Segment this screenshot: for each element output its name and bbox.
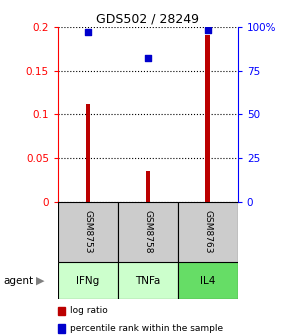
Text: ▶: ▶ xyxy=(37,276,45,286)
Point xyxy=(146,56,150,61)
Point xyxy=(86,30,90,35)
Text: TNFa: TNFa xyxy=(135,276,161,286)
FancyBboxPatch shape xyxy=(118,262,178,299)
Bar xyxy=(146,171,150,202)
FancyBboxPatch shape xyxy=(58,262,118,299)
Text: GSM8758: GSM8758 xyxy=(143,210,153,254)
Text: GSM8763: GSM8763 xyxy=(203,210,212,254)
FancyBboxPatch shape xyxy=(178,202,238,262)
Text: IFNg: IFNg xyxy=(76,276,99,286)
Title: GDS502 / 28249: GDS502 / 28249 xyxy=(96,13,200,26)
Bar xyxy=(86,104,90,202)
Text: GSM8753: GSM8753 xyxy=(84,210,93,254)
Text: agent: agent xyxy=(3,276,33,286)
Point xyxy=(206,27,210,32)
Bar xyxy=(205,35,210,202)
FancyBboxPatch shape xyxy=(58,202,118,262)
Text: log ratio: log ratio xyxy=(70,306,107,315)
FancyBboxPatch shape xyxy=(118,202,178,262)
Text: percentile rank within the sample: percentile rank within the sample xyxy=(70,324,223,333)
Text: IL4: IL4 xyxy=(200,276,215,286)
FancyBboxPatch shape xyxy=(178,262,238,299)
